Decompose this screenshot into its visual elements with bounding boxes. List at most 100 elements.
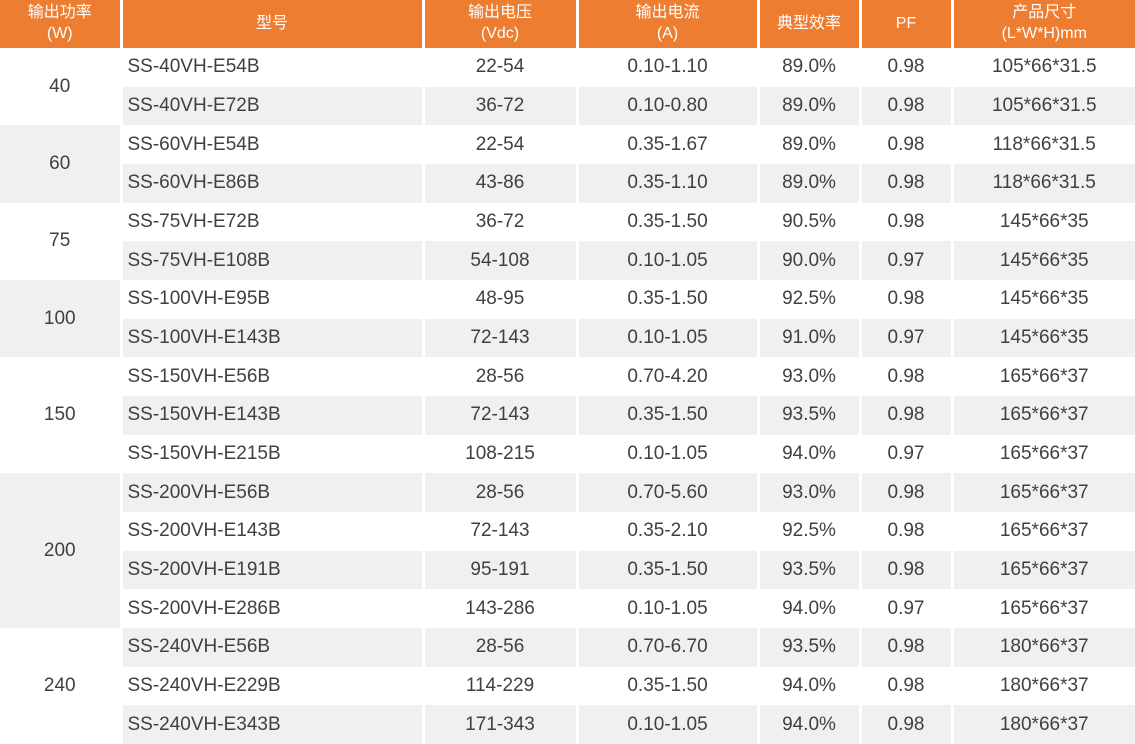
current-cell: 0.70-4.20 bbox=[575, 357, 758, 396]
current-cell: 0.10-1.10 bbox=[575, 48, 758, 87]
model-cell: SS-60VH-E54B bbox=[119, 125, 423, 164]
pf-cell: 0.98 bbox=[858, 705, 952, 744]
efficiency-cell: 89.0% bbox=[756, 163, 860, 203]
efficiency-cell: 94.0% bbox=[756, 434, 860, 474]
power-group-cell: 100 bbox=[0, 279, 121, 358]
table-row: SS-60VH-E86B 43-86 0.35-1.10 89.0% 0.98 118*6… bbox=[0, 163, 1135, 203]
power-group-cell: 40 bbox=[0, 48, 121, 126]
model-cell: SS-40VH-E72B bbox=[119, 86, 423, 126]
current-cell: 0.70-5.60 bbox=[575, 473, 758, 512]
current-cell: 0.35-1.50 bbox=[575, 666, 758, 706]
model-cell: SS-100VH-E143B bbox=[119, 318, 423, 358]
pf-cell: 0.98 bbox=[858, 48, 952, 87]
current-cell: 0.10-1.05 bbox=[575, 434, 758, 474]
table-header: 输出功率 (W) 型号 输出电压 (Vdc) 输出电流 (A) 典型效率 PF … bbox=[0, 0, 1135, 48]
table-row: SS-150VH-E143B 72-143 0.35-1.50 93.5% 0.98 16… bbox=[0, 395, 1135, 435]
power-group-cell: 75 bbox=[0, 202, 121, 280]
size-cell: 165*66*37 bbox=[950, 357, 1135, 396]
current-cell: 0.35-1.50 bbox=[575, 279, 758, 319]
size-cell: 105*66*31.5 bbox=[950, 86, 1135, 126]
column-header-pf: PF bbox=[858, 0, 952, 48]
efficiency-cell: 90.5% bbox=[756, 202, 860, 242]
power-group-cell: 60 bbox=[0, 125, 121, 203]
table-row: SS-200VH-E286B 143-286 0.10-1.05 94.0% 0.97 1… bbox=[0, 589, 1135, 628]
power-group-cell: 240 bbox=[0, 627, 121, 744]
size-cell: 165*66*37 bbox=[950, 473, 1135, 512]
efficiency-cell: 89.0% bbox=[756, 125, 860, 164]
current-cell: 0.10-0.80 bbox=[575, 86, 758, 126]
current-cell: 0.35-1.10 bbox=[575, 163, 758, 203]
pf-cell: 0.97 bbox=[858, 318, 952, 358]
voltage-cell: 48-95 bbox=[421, 279, 577, 319]
size-cell: 165*66*37 bbox=[950, 511, 1135, 551]
table-row: SS-240VH-E229B 114-229 0.35-1.50 94.0% 0.98 1… bbox=[0, 666, 1135, 706]
size-cell: 165*66*37 bbox=[950, 550, 1135, 590]
table-row: SS-240VH-E343B 171-343 0.10-1.05 94.0% 0.98 1… bbox=[0, 705, 1135, 744]
pf-cell: 0.98 bbox=[858, 86, 952, 126]
table-row: SS-100VH-E143B 72-143 0.10-1.05 91.0% 0.97 14… bbox=[0, 318, 1135, 358]
size-cell: 145*66*35 bbox=[950, 318, 1135, 358]
current-cell: 0.35-1.50 bbox=[575, 202, 758, 242]
power-group-cell: 150 bbox=[0, 357, 121, 474]
model-cell: SS-200VH-E56B bbox=[119, 473, 423, 512]
voltage-cell: 72-143 bbox=[421, 318, 577, 358]
size-cell: 118*66*31.5 bbox=[950, 163, 1135, 203]
efficiency-cell: 89.0% bbox=[756, 48, 860, 87]
pf-cell: 0.98 bbox=[858, 473, 952, 512]
current-cell: 0.70-6.70 bbox=[575, 627, 758, 667]
voltage-cell: 143-286 bbox=[421, 589, 577, 628]
pf-cell: 0.98 bbox=[858, 279, 952, 319]
pf-cell: 0.97 bbox=[858, 241, 952, 280]
current-cell: 0.10-1.05 bbox=[575, 318, 758, 358]
efficiency-cell: 93.5% bbox=[756, 627, 860, 667]
voltage-cell: 36-72 bbox=[421, 86, 577, 126]
efficiency-cell: 93.5% bbox=[756, 395, 860, 435]
size-cell: 105*66*31.5 bbox=[950, 48, 1135, 87]
model-cell: SS-75VH-E72B bbox=[119, 202, 423, 242]
table-row: SS-200VH-E143B 72-143 0.35-2.10 92.5% 0.98 16… bbox=[0, 511, 1135, 551]
column-header-current: 输出电流 (A) bbox=[575, 0, 758, 48]
model-cell: SS-240VH-E56B bbox=[119, 627, 423, 667]
size-cell: 180*66*37 bbox=[950, 705, 1135, 744]
efficiency-cell: 93.5% bbox=[756, 550, 860, 590]
efficiency-cell: 89.0% bbox=[756, 86, 860, 126]
current-cell: 0.35-2.10 bbox=[575, 511, 758, 551]
table-row: SS-40VH-E72B 36-72 0.10-0.80 89.0% 0.98 105*6… bbox=[0, 86, 1135, 126]
voltage-cell: 114-229 bbox=[421, 666, 577, 706]
pf-cell: 0.97 bbox=[858, 589, 952, 628]
pf-cell: 0.98 bbox=[858, 627, 952, 667]
current-cell: 0.35-1.50 bbox=[575, 395, 758, 435]
voltage-cell: 22-54 bbox=[421, 125, 577, 164]
model-cell: SS-150VH-E215B bbox=[119, 434, 423, 474]
efficiency-cell: 92.5% bbox=[756, 511, 860, 551]
model-cell: SS-75VH-E108B bbox=[119, 241, 423, 280]
table-row: SS-200VH-E191B 95-191 0.35-1.50 93.5% 0.98 16… bbox=[0, 550, 1135, 590]
model-cell: SS-240VH-E229B bbox=[119, 666, 423, 706]
voltage-cell: 72-143 bbox=[421, 395, 577, 435]
efficiency-cell: 94.0% bbox=[756, 705, 860, 744]
voltage-cell: 28-56 bbox=[421, 627, 577, 667]
pf-cell: 0.98 bbox=[858, 202, 952, 242]
efficiency-cell: 94.0% bbox=[756, 666, 860, 706]
header-row: 输出功率 (W) 型号 输出电压 (Vdc) 输出电流 (A) 典型效率 PF … bbox=[0, 0, 1135, 48]
efficiency-cell: 93.0% bbox=[756, 357, 860, 396]
size-cell: 165*66*37 bbox=[950, 589, 1135, 628]
voltage-cell: 28-56 bbox=[421, 357, 577, 396]
pf-cell: 0.98 bbox=[858, 163, 952, 203]
efficiency-cell: 93.0% bbox=[756, 473, 860, 512]
table-row: 75 SS-75VH-E72B 36-72 0.35-1.50 90.5% 0.98 145… bbox=[0, 202, 1135, 280]
voltage-cell: 28-56 bbox=[421, 473, 577, 512]
size-cell: 165*66*37 bbox=[950, 395, 1135, 435]
size-cell: 145*66*35 bbox=[950, 202, 1135, 242]
column-header-model: 型号 bbox=[119, 0, 423, 48]
pf-cell: 0.98 bbox=[858, 666, 952, 706]
table-row: 100 SS-100VH-E95B 48-95 0.35-1.50 92.5% 0.98 1… bbox=[0, 279, 1135, 358]
model-cell: SS-150VH-E143B bbox=[119, 395, 423, 435]
voltage-cell: 43-86 bbox=[421, 163, 577, 203]
table-row: 40 SS-40VH-E54B 22-54 0.10-1.10 89.0% 0.98 105… bbox=[0, 48, 1135, 126]
model-cell: SS-200VH-E286B bbox=[119, 589, 423, 628]
model-cell: SS-40VH-E54B bbox=[119, 48, 423, 87]
column-header-power: 输出功率 (W) bbox=[0, 0, 121, 48]
table-row: 60 SS-60VH-E54B 22-54 0.35-1.67 89.0% 0.98 118… bbox=[0, 125, 1135, 203]
model-cell: SS-200VH-E143B bbox=[119, 511, 423, 551]
